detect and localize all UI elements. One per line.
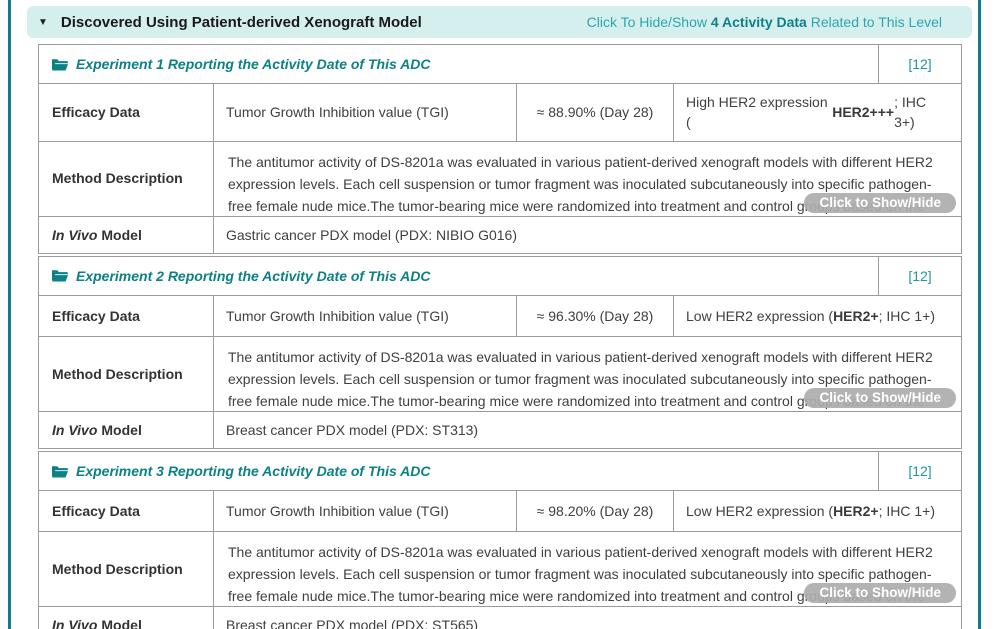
expression-prefix: Low HER2 expression ( bbox=[686, 307, 834, 324]
show-hide-button[interactable]: Click to Show/Hide bbox=[804, 192, 956, 213]
expression-suffix: ; IHC 1+) bbox=[878, 307, 935, 324]
experiment-title-cell[interactable]: Experiment 3 Reporting the Activity Date… bbox=[39, 452, 879, 491]
method-label: Method Description bbox=[52, 170, 183, 187]
method-row: Method Description The antitumor activit… bbox=[39, 336, 961, 412]
efficacy-metric: Tumor Growth Inhibition value (TGI) bbox=[213, 491, 516, 532]
efficacy-row: Efficacy Data Tumor Growth Inhibition va… bbox=[39, 84, 961, 142]
show-hide-button[interactable]: Click to Show/Hide bbox=[804, 387, 956, 408]
method-row: Method Description The antitumor activit… bbox=[39, 141, 961, 217]
open-folder-icon bbox=[52, 270, 68, 282]
method-label: Method Description bbox=[52, 365, 183, 382]
invivo-label: In Vivo Model bbox=[39, 607, 213, 629]
toggle-suffix: Related to This Level bbox=[806, 14, 942, 30]
invivo-row: In Vivo Model Breast cancer PDX model (PD… bbox=[39, 607, 961, 629]
reference-link[interactable]: [12] bbox=[908, 463, 932, 480]
efficacy-metric: Tumor Growth Inhibition value (TGI) bbox=[213, 295, 516, 336]
method-description-cell: The antitumor activity of DS-8201a was e… bbox=[213, 532, 961, 607]
method-label: Method Description bbox=[52, 561, 183, 578]
method-description-text: The antitumor activity of DS-8201a was e… bbox=[228, 153, 933, 214]
expression-level: HER2+ bbox=[833, 307, 879, 324]
invivo-label-rest: Model bbox=[101, 421, 142, 438]
invivo-row: In Vivo Model Breast cancer PDX model (PD… bbox=[39, 411, 961, 449]
expression-level: HER2+ bbox=[833, 503, 879, 520]
efficacy-value: ≈ 98.20% (Day 28) bbox=[516, 491, 673, 532]
expression-level: HER2+++ bbox=[832, 104, 895, 121]
invivo-label-italic: In Vivo bbox=[52, 226, 98, 243]
experiment-header: Experiment 2 Reporting the Activity Date… bbox=[39, 256, 961, 296]
efficacy-row: Efficacy Data Tumor Growth Inhibition va… bbox=[39, 295, 961, 337]
reference-link[interactable]: [12] bbox=[908, 56, 932, 72]
efficacy-metric: Tumor Growth Inhibition value (TGI) bbox=[213, 84, 516, 141]
expression-prefix: High HER2 expression ( bbox=[686, 94, 828, 131]
method-description-text: The antitumor activity of DS-8201a was e… bbox=[228, 544, 933, 605]
open-folder-icon bbox=[52, 465, 68, 478]
her2-expression: Low HER2 expression (HER2+; IHC 1+) bbox=[673, 491, 961, 532]
collapse-caret-icon[interactable]: ▼ bbox=[38, 16, 48, 28]
experiments-list: Experiment 1 Reporting the Activity Date… bbox=[38, 44, 962, 629]
expression-suffix: ; IHC 3+) bbox=[894, 94, 926, 131]
invivo-model-value: Breast cancer PDX model (PDX: ST313) bbox=[213, 411, 961, 449]
expression-suffix: ; IHC 1+) bbox=[878, 503, 935, 520]
invivo-label-rest: Model bbox=[101, 226, 142, 243]
activity-count: 4 Activity Data bbox=[710, 14, 807, 30]
experiment-title-cell[interactable]: Experiment 2 Reporting the Activity Date… bbox=[39, 256, 879, 295]
toggle-prefix: Click To Hide/Show bbox=[586, 14, 711, 30]
experiment-title-cell[interactable]: Experiment 1 Reporting the Activity Date… bbox=[39, 45, 879, 83]
level-header-patient-derived-xenograft[interactable]: ▼ Discovered Using Patient-derived Xenog… bbox=[27, 6, 972, 38]
experiment-header: Experiment 3 Reporting the Activity Date… bbox=[39, 452, 961, 492]
invivo-row: In Vivo Model Gastric cancer PDX model (P… bbox=[39, 216, 961, 253]
open-folder-icon bbox=[52, 58, 68, 70]
efficacy-row: Efficacy Data Tumor Growth Inhibition va… bbox=[39, 491, 961, 533]
experiment-title: Experiment 3 Reporting the Activity Date… bbox=[76, 463, 431, 480]
invivo-label-italic: In Vivo bbox=[52, 617, 98, 629]
invivo-label: In Vivo Model bbox=[39, 217, 213, 253]
experiment-header: Experiment 1 Reporting the Activity Date… bbox=[39, 45, 961, 84]
method-description-cell: The antitumor activity of DS-8201a was e… bbox=[213, 336, 961, 411]
invivo-model-value: Gastric cancer PDX model (PDX: NIBIO G01… bbox=[213, 216, 961, 253]
invivo-label-italic: In Vivo bbox=[52, 421, 98, 438]
method-row: Method Description The antitumor activit… bbox=[39, 532, 961, 608]
expression-prefix: Low HER2 expression ( bbox=[686, 503, 834, 520]
efficacy-value: ≈ 96.30% (Day 28) bbox=[516, 295, 673, 336]
efficacy-label: Efficacy Data bbox=[52, 307, 140, 324]
method-description-cell: The antitumor activity of DS-8201a was e… bbox=[213, 141, 961, 216]
method-description-text: The antitumor activity of DS-8201a was e… bbox=[228, 348, 933, 410]
efficacy-label: Efficacy Data bbox=[52, 104, 140, 121]
experiment-title: Experiment 2 Reporting the Activity Date… bbox=[76, 267, 431, 284]
her2-expression: High HER2 expression (HER2+++; IHC 3+) bbox=[673, 84, 961, 141]
hide-show-activity-link[interactable]: Click To Hide/Show 4 Activity Data Relat… bbox=[587, 14, 972, 30]
experiment-section: Experiment 3 Reporting the Activity Date… bbox=[38, 451, 962, 629]
experiment-title: Experiment 1 Reporting the Activity Date… bbox=[76, 56, 431, 72]
experiment-section: Experiment 2 Reporting the Activity Date… bbox=[38, 255, 962, 450]
her2-expression: Low HER2 expression (HER2+; IHC 1+) bbox=[673, 295, 961, 336]
invivo-model-value: Breast cancer PDX model (PDX: ST565) bbox=[213, 607, 961, 629]
experiment-section: Experiment 1 Reporting the Activity Date… bbox=[38, 44, 962, 254]
activity-data-panel: ▼ Discovered Using Patient-derived Xenog… bbox=[8, 0, 981, 629]
level-title: Discovered Using Patient-derived Xenogra… bbox=[60, 13, 422, 31]
invivo-label-rest: Model bbox=[101, 617, 142, 629]
invivo-label: In Vivo Model bbox=[39, 412, 213, 448]
show-hide-button[interactable]: Click to Show/Hide bbox=[804, 583, 956, 604]
efficacy-label: Efficacy Data bbox=[52, 503, 140, 520]
efficacy-value: ≈ 88.90% (Day 28) bbox=[516, 84, 673, 141]
reference-link[interactable]: [12] bbox=[908, 267, 932, 284]
